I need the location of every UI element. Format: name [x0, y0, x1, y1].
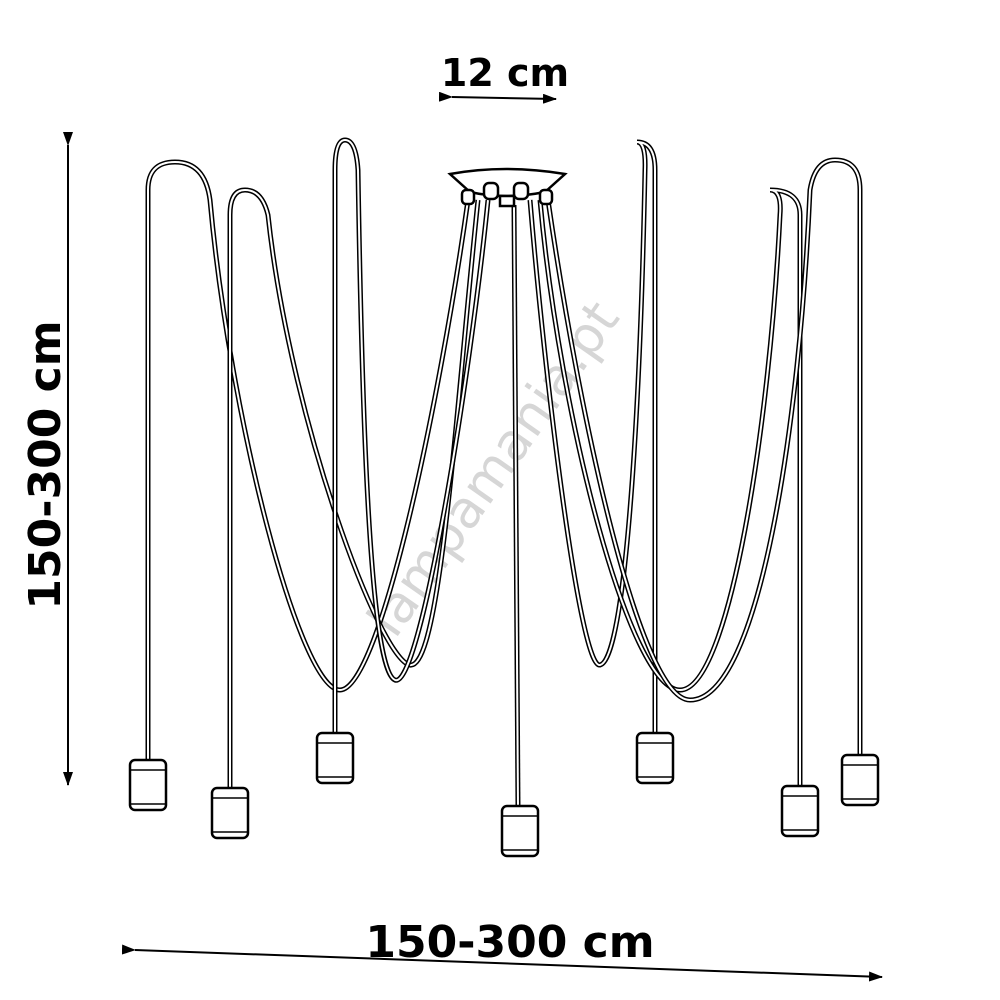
pendant-cable	[227, 187, 481, 790]
lamp-socket	[780, 784, 820, 838]
pendant-cable	[545, 157, 863, 757]
cables	[145, 137, 863, 809]
sockets	[128, 731, 880, 858]
lamp-socket	[840, 753, 880, 807]
lamp-socket	[128, 758, 168, 812]
canopy-width-arrow	[438, 91, 557, 104]
pendant-cable	[332, 137, 491, 735]
width-label: 150-300 cm	[365, 917, 654, 968]
lamp-socket	[635, 731, 675, 785]
pendant-cable	[145, 159, 471, 762]
lamp-socket	[500, 804, 540, 858]
lamp-socket	[210, 786, 250, 840]
height-label: 150-300 cm	[20, 320, 71, 609]
pendant-cable	[511, 204, 521, 809]
ceiling-canopy	[447, 167, 568, 208]
pendant-cable	[537, 187, 803, 788]
width-arrow	[121, 944, 883, 982]
watermark: lampamania.pt	[356, 291, 631, 648]
lamp-socket	[315, 731, 355, 785]
pendant-cable	[527, 139, 658, 735]
canopy-width-label: 12 cm	[441, 51, 569, 95]
